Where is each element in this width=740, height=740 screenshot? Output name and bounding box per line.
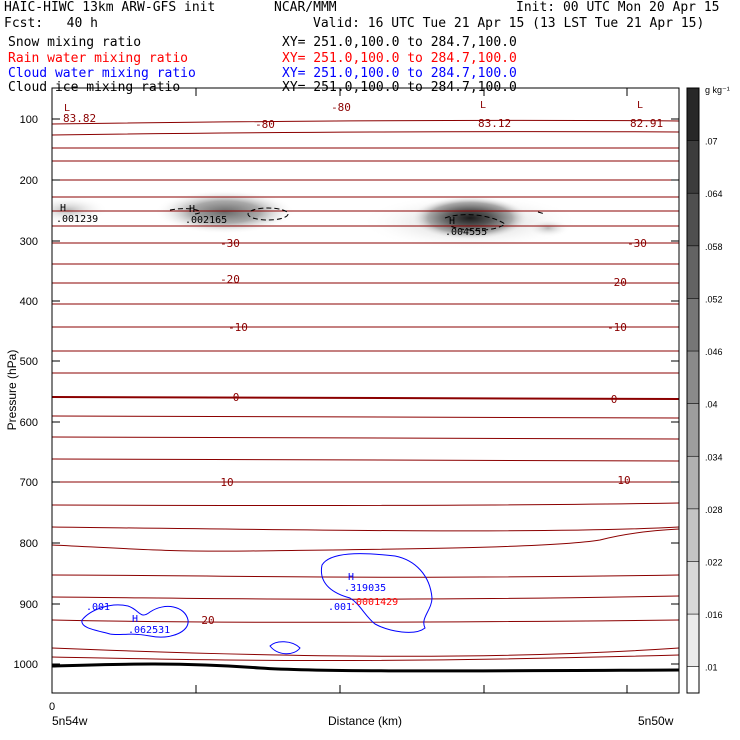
colorbar-tick-label: .052	[705, 294, 723, 304]
colorbar-tick-label: .04	[705, 400, 718, 410]
colorbar-segment	[687, 245, 699, 299]
temperature-min-marker: L	[637, 100, 643, 111]
temperature-contour-label: 10	[220, 476, 233, 489]
rain-water-max-value: .0001429	[350, 597, 398, 608]
colorbar-segment	[687, 298, 699, 352]
field-label-rain: Rain water mixing ratio	[8, 51, 189, 66]
temperature-extreme-value: 83.82	[63, 112, 96, 125]
snow-max-value: .004555	[445, 227, 487, 238]
colorbar-tick-label: .028	[705, 505, 723, 515]
temperature-contour-label: 20	[201, 614, 214, 627]
temperature-contour-label: -30	[627, 237, 647, 250]
y-tick-label: 900	[20, 599, 38, 611]
colorbar-tick-label: .034	[705, 452, 723, 462]
plot-frame	[51, 87, 680, 694]
colorbar-segment	[687, 351, 699, 404]
temperature-contours	[52, 119, 679, 662]
center-name: NCAR/MMM	[274, 0, 337, 15]
colorbar: .07 .064 .058 .052 .046 .04 .034 .028 .022 .016 .0…	[686, 87, 723, 694]
contour-labels: -80-80-30 -30-20 -20-10 -100 010 1020L83.82L8…	[56, 100, 663, 636]
y-tick-label: 800	[20, 538, 38, 550]
x-tick-label-zero: 0	[49, 701, 55, 713]
cloud-water-max-marker: H	[348, 572, 354, 583]
y-tick-label: 100	[20, 114, 38, 126]
colorbar-frame	[686, 87, 700, 694]
x-right-endpoint: 5n50w	[638, 714, 674, 728]
colorbar-unit: g kg⁻¹	[705, 85, 730, 95]
x-left-endpoint: 5n54w	[52, 714, 88, 728]
temperature-extreme-value: 82.91	[630, 117, 663, 130]
colorbar-segment	[687, 666, 699, 693]
colorbar-tick-label: .058	[705, 242, 723, 252]
colorbar-tick-label: .046	[705, 347, 723, 357]
x-axis	[51, 88, 628, 693]
field-xy-cloudwater: XY= 251.0,100.0 to 284.7,100.0	[282, 66, 517, 81]
cloud-water-contour-label: .001	[86, 602, 110, 613]
y-tick-label: 300	[20, 236, 38, 248]
y-tick-label: 200	[20, 175, 38, 187]
field-xy-rain: XY= 251.0,100.0 to 284.7,100.0	[282, 51, 517, 66]
temperature-contour-label: -80	[255, 118, 275, 131]
y-tick-label: 1000	[14, 659, 38, 671]
snow-max-marker: H	[189, 204, 195, 215]
init-time: Init: 00 UTC Mon 20 Apr 15	[516, 0, 720, 15]
temperature-contour-label: -30	[220, 237, 240, 250]
field-label-snow: Snow mixing ratio	[8, 35, 142, 50]
model-title: HAIC-HIWC 13km ARW-GFS init	[4, 0, 216, 15]
cloud-water-contours	[81, 553, 433, 655]
colorbar-tick-label: .07	[705, 137, 718, 147]
snow-max-marker: H	[60, 203, 66, 214]
y-tick-label: 700	[20, 477, 38, 489]
cloud-water-max-value: .062531	[128, 625, 170, 636]
colorbar-segment	[687, 456, 699, 509]
colorbar-tick-label: .01	[705, 663, 718, 673]
temperature-extreme-value: 83.12	[478, 117, 511, 130]
cloud-water-max-value: .319035	[344, 583, 386, 594]
y-tick-label: 400	[20, 296, 38, 308]
field-xy-snow: XY= 251.0,100.0 to 284.7,100.0	[282, 35, 517, 50]
colorbar-segment	[687, 561, 699, 615]
colorbar-segment	[687, 508, 699, 562]
cloud-ice-contours	[169, 207, 546, 231]
y-tick-label: 600	[20, 417, 38, 429]
temperature-contour-label: 0	[233, 391, 240, 404]
y-tick-label: 500	[20, 356, 38, 368]
colorbar-tick-label: .064	[705, 189, 723, 199]
surface-line	[52, 662, 679, 673]
snow-max-value: .001239	[56, 214, 98, 225]
x-axis-title: Distance (km)	[328, 714, 402, 728]
colorbar-segment	[687, 193, 699, 246]
cloud-water-max-marker: H	[132, 614, 138, 625]
colorbar-segment	[687, 140, 699, 194]
cloud-water-contour-label: .001	[328, 602, 352, 613]
colorbar-segment	[687, 614, 699, 667]
colorbar-tick-label: .022	[705, 557, 723, 567]
snow-max-marker: H	[449, 216, 455, 227]
colorbar-segment	[687, 403, 699, 457]
snow-shading	[52, 190, 580, 250]
y-axis-title: Pressure (hPa)	[5, 350, 19, 431]
temperature-contour-label: -10	[228, 321, 248, 334]
valid-time: Valid: 16 UTC Tue 21 Apr 15 (13 LST Tue …	[313, 16, 705, 31]
temperature-contour-label: -80	[331, 101, 351, 114]
field-label-cloudwater: Cloud water mixing ratio	[8, 66, 196, 81]
snow-max-value: .002165	[185, 215, 227, 226]
colorbar-segment	[687, 88, 699, 141]
temperature-min-marker: L	[480, 100, 486, 111]
temperature-contour-label: 0	[611, 393, 618, 406]
temperature-contour-label: -10	[607, 321, 627, 334]
temperature-min-marker: L	[64, 103, 70, 114]
temperature-contour-label: 10	[617, 474, 630, 487]
temperature-contour-label: -20	[607, 276, 627, 289]
colorbar-tick-label: .016	[705, 610, 723, 620]
forecast-hour: Fcst: 40 h	[4, 16, 98, 31]
temperature-contour-label: -20	[220, 273, 240, 286]
